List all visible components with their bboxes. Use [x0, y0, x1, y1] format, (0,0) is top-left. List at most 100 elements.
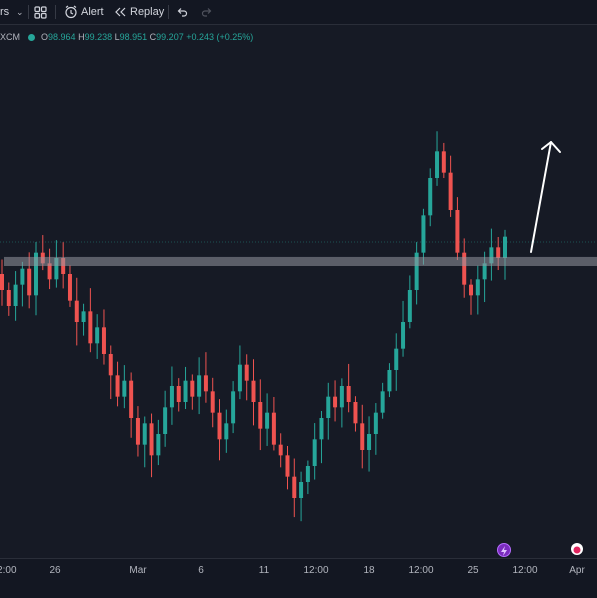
candle-body [197, 375, 202, 397]
high-label: H [78, 32, 85, 42]
candle-body [448, 172, 453, 210]
candle-body [74, 300, 79, 322]
candle-body [496, 247, 501, 258]
candle-body [231, 391, 236, 424]
candle-body [373, 412, 378, 434]
candle-body [278, 444, 283, 456]
candle-body [251, 380, 256, 402]
x-tick: 26 [49, 565, 61, 576]
trend-arrow-line [530, 141, 552, 253]
replay-button[interactable]: Replay [130, 6, 165, 18]
candle-body [115, 375, 120, 397]
low-label: L [114, 32, 120, 42]
alert-button[interactable]: Alert [81, 6, 104, 18]
candle-body [285, 455, 290, 477]
x-tick: 12:00 [512, 565, 538, 576]
candle-body [54, 258, 59, 280]
candle-body [108, 354, 113, 376]
x-tick: Apr [569, 565, 585, 576]
candle-body [407, 290, 412, 322]
ohlc-legend: XCM O98.964 H99.238 L98.951 C99.207 +0.24… [0, 30, 253, 44]
layout-grid-icon[interactable] [34, 4, 48, 20]
candle-body [469, 284, 474, 296]
candle-body [455, 210, 460, 253]
x-tick: 6 [198, 565, 204, 576]
candle-body [122, 380, 127, 397]
close-label: C [149, 32, 157, 42]
candle-body [67, 274, 72, 301]
candle-body [244, 364, 249, 381]
candle-body [339, 386, 344, 408]
candle-body [101, 327, 106, 354]
candle-body [183, 380, 188, 402]
indicators-button[interactable]: rs [0, 6, 10, 18]
candle-body [163, 407, 168, 434]
candle-body [95, 327, 100, 344]
candle-body [47, 263, 52, 280]
record-event-icon[interactable] [571, 543, 583, 555]
candle-body [299, 482, 304, 498]
market-status-icon [28, 34, 35, 41]
x-tick: 25 [467, 565, 479, 576]
price-chart[interactable] [0, 24, 597, 558]
candle-body [326, 396, 331, 418]
candle-body [319, 418, 324, 440]
candle-body [271, 412, 276, 445]
candle-body [20, 268, 25, 285]
candle-body [6, 290, 11, 306]
x-tick: 12:00 [408, 565, 434, 576]
chevron-down-icon[interactable]: ⌄ [16, 7, 24, 17]
x-tick: 12:00 [303, 565, 329, 576]
candle-body [394, 348, 399, 370]
undo-icon[interactable] [176, 4, 190, 20]
x-tick: 11 [258, 565, 270, 576]
candle-body [333, 396, 338, 408]
alert-clock-icon[interactable] [64, 4, 78, 20]
toolbar-divider [55, 5, 56, 19]
candle-body [149, 423, 154, 456]
x-tick: Mar [129, 565, 147, 576]
candle-body [33, 252, 38, 296]
candle-body [489, 247, 494, 264]
time-axis[interactable]: 12:00 26 Mar 6 11 12:00 18 12:00 25 12:0… [0, 558, 597, 598]
low-value: 98.951 [119, 32, 148, 42]
candle-body [367, 434, 372, 450]
candle-body [292, 476, 297, 498]
candle-body [135, 418, 140, 445]
candle-body [0, 274, 4, 290]
toolbar-divider [168, 5, 169, 19]
candle-body [380, 391, 385, 413]
candle-body [190, 380, 195, 397]
close-value: 99.207 [156, 32, 184, 42]
candle-body [441, 151, 446, 173]
candle-body [482, 263, 487, 280]
candle-body [387, 370, 392, 392]
redo-icon[interactable] [201, 4, 215, 20]
candle-body [169, 386, 174, 408]
candle-body [305, 466, 310, 482]
candle-body [421, 215, 426, 253]
support-resistance-zone [4, 256, 597, 266]
change-value: +0.243 (+0.25%) [186, 32, 254, 42]
open-label: O [41, 32, 49, 42]
candle-body [224, 423, 229, 440]
candle-body [414, 252, 419, 290]
candle-body [353, 402, 358, 424]
candle-body [27, 268, 32, 296]
replay-icon[interactable] [114, 4, 128, 20]
candle-body [88, 311, 93, 344]
candle-body [312, 439, 317, 466]
candle-body [13, 284, 18, 306]
open-value: 98.964 [48, 32, 76, 42]
candle-body [217, 412, 222, 440]
x-tick: 18 [363, 565, 375, 576]
candle-body [258, 402, 263, 429]
candle-body [142, 423, 147, 445]
lightning-event-icon[interactable] [497, 543, 511, 557]
candle-body [462, 252, 467, 285]
candle-body [210, 391, 215, 413]
candle-body [129, 380, 134, 418]
candle-body [203, 375, 208, 392]
candle-body [435, 151, 440, 178]
top-toolbar: rs ⌄ Alert Replay [0, 0, 597, 25]
